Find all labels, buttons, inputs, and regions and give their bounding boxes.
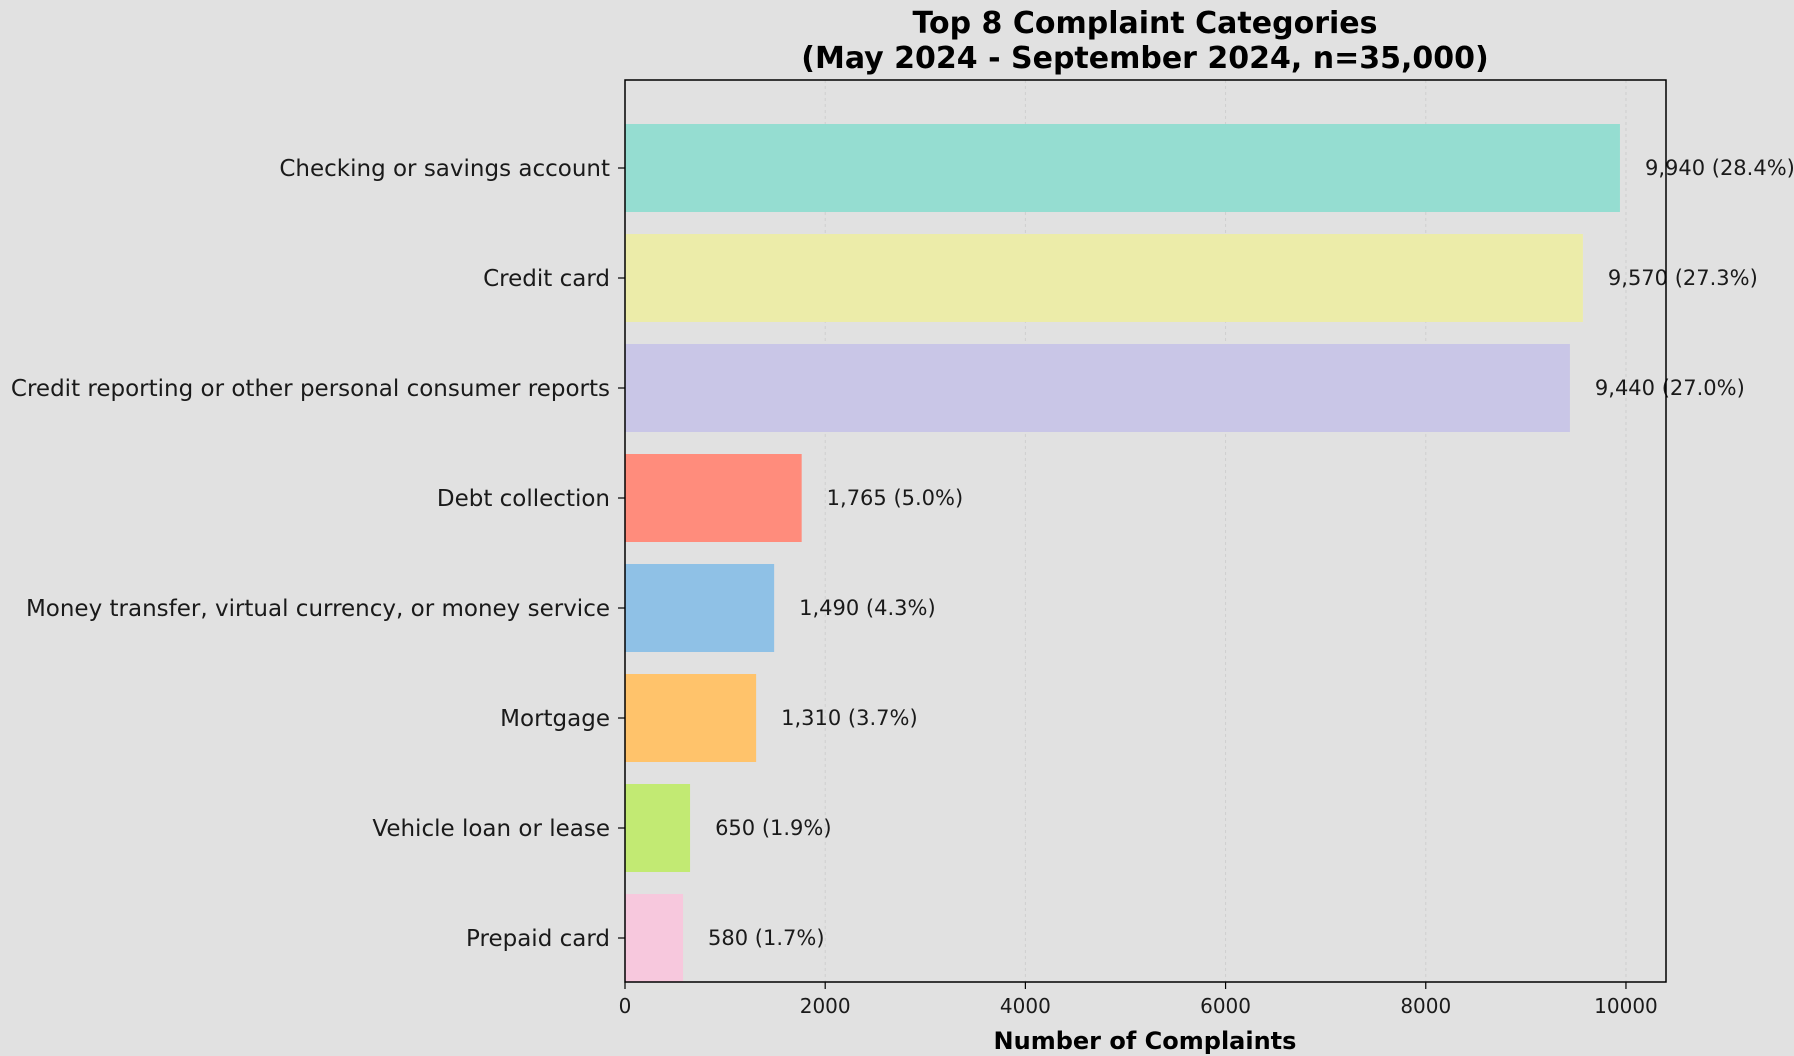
y-tick-label: Credit reporting or other personal consu… (11, 376, 610, 402)
chart-subtitle: (May 2024 - September 2024, n=35,000) (801, 41, 1488, 76)
y-tick-label: Money transfer, virtual currency, or mon… (26, 596, 610, 622)
x-axis-ticks: 0 2000 4000 6000 8000 10000 (619, 982, 1658, 1018)
data-labels: 9,940 (28.4%) 9,570 (27.3%) 9,440 (27.0%) 1… (708, 156, 1794, 950)
x-tick-label: 10000 (1594, 994, 1658, 1018)
bar-data-label: 1,765 (5.0%) (827, 486, 964, 510)
chart-title: Top 8 Complaint Categories (913, 6, 1378, 41)
y-tick-label: Mortgage (500, 706, 610, 732)
bar (625, 894, 684, 982)
bar-data-label: 9,440 (27.0%) (1595, 376, 1745, 400)
bar-data-label: 1,310 (3.7%) (781, 706, 918, 730)
chart-title-group: Top 8 Complaint Categories (May 2024 - S… (801, 6, 1488, 76)
bar-data-label: 1,490 (4.3%) (799, 596, 936, 620)
bar (625, 234, 1583, 322)
y-tick-label: Prepaid card (466, 926, 610, 952)
y-tick-label: Debt collection (437, 486, 610, 512)
x-tick-label: 8000 (1400, 994, 1451, 1018)
y-axis-ticks: Checking or savings account Credit card Cr… (11, 156, 625, 952)
bar (625, 454, 802, 542)
bar-data-label: 9,940 (28.4%) (1645, 156, 1794, 180)
x-axis-label: Number of Complaints (994, 1027, 1297, 1055)
bars (625, 124, 1620, 982)
bar-data-label: 650 (1.9%) (715, 816, 832, 840)
bar-data-label: 9,570 (27.3%) (1608, 266, 1758, 290)
bar (625, 124, 1620, 212)
y-tick-label: Checking or savings account (279, 156, 610, 182)
x-tick-label: 6000 (1200, 994, 1251, 1018)
bar (625, 784, 691, 872)
x-tick-label: 2000 (800, 994, 851, 1018)
x-tick-label: 0 (619, 994, 632, 1018)
x-tick-label: 4000 (1000, 994, 1051, 1018)
y-tick-label: Credit card (483, 266, 610, 292)
bar (625, 674, 757, 762)
bar (625, 564, 775, 652)
y-tick-label: Vehicle loan or lease (372, 816, 610, 842)
bar-data-label: 580 (1.7%) (708, 926, 825, 950)
bar (625, 344, 1570, 432)
plot-frame (624, 79, 1667, 983)
